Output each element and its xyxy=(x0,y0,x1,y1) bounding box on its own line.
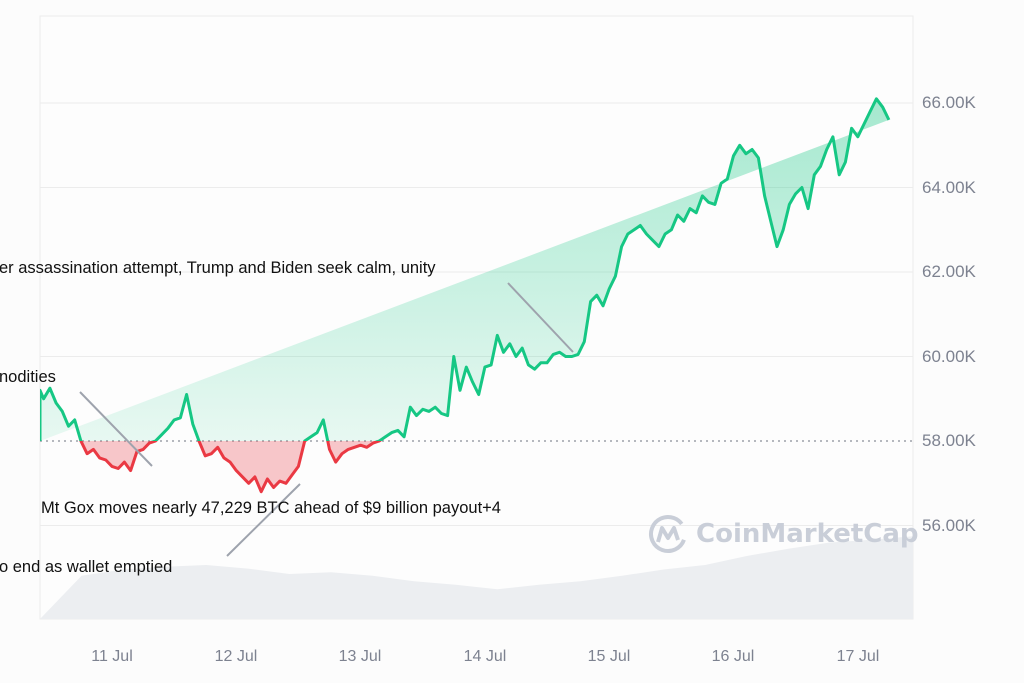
annotation-trump-biden[interactable]: er assassination attempt, Trump and Bide… xyxy=(0,259,436,277)
annotation-commodities[interactable]: nodities xyxy=(0,368,56,386)
x-tick-17-jul: 17 Jul xyxy=(836,648,880,665)
x-tick-14-jul: 14 Jul xyxy=(463,648,507,665)
watermark-text: CoinMarketCap xyxy=(696,519,919,549)
annotation-leader-2 xyxy=(79,391,153,467)
x-tick-13-jul: 13 Jul xyxy=(338,648,382,665)
coinmarketcap-watermark: CoinMarketCap xyxy=(648,514,919,554)
price-line-up xyxy=(40,97,891,441)
annotation-wallet-emptied[interactable]: o end as wallet emptied xyxy=(0,558,173,576)
x-tick-15-jul: 15 Jul xyxy=(587,648,631,665)
annotation-leader-1 xyxy=(507,282,574,353)
y-tick-58k: 58.00K xyxy=(922,431,976,450)
y-tick-66k: 66.00K xyxy=(922,93,976,112)
y-tick-60k: 60.00K xyxy=(922,347,976,366)
coinmarketcap-logo-icon xyxy=(649,515,687,553)
y-tick-62k: 62.00K xyxy=(922,262,976,281)
price-fill-down xyxy=(40,441,380,492)
y-tick-64k: 64.00K xyxy=(922,178,976,197)
y-tick-56k: 56.00K xyxy=(922,516,976,535)
annotation-mt-gox[interactable]: Mt Gox moves nearly 47,229 BTC ahead of … xyxy=(41,499,501,517)
x-tick-11-jul: 11 Jul xyxy=(91,648,133,665)
x-tick-12-jul: 12 Jul xyxy=(214,648,258,665)
volume-area xyxy=(40,536,913,619)
x-tick-16-jul: 16 Jul xyxy=(711,648,755,665)
annotation-leader-3 xyxy=(226,483,301,557)
